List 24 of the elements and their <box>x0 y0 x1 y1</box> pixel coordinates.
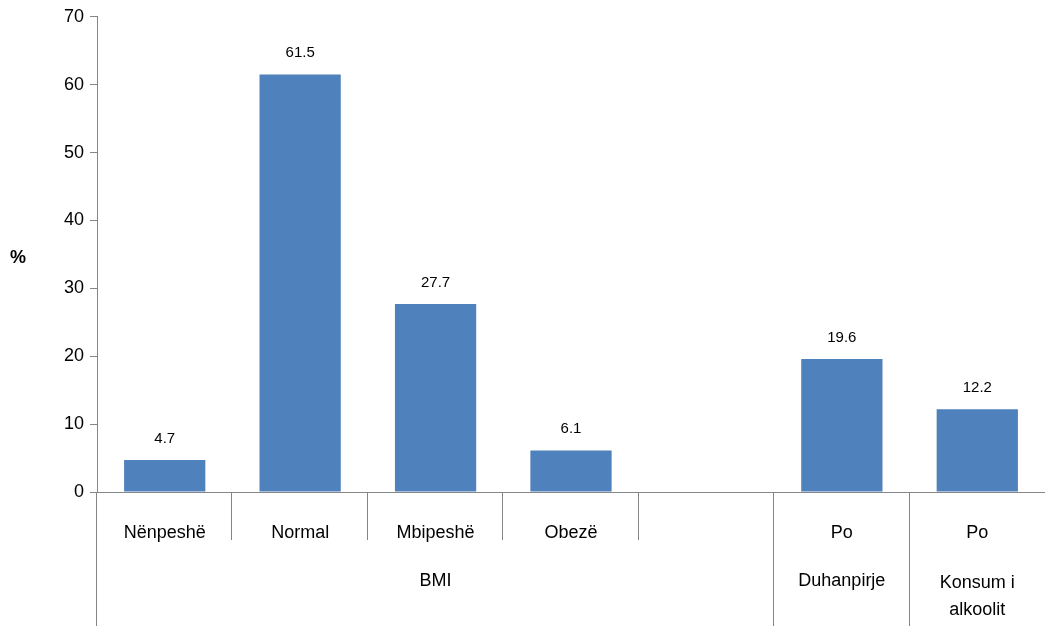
y-tick-label: 30 <box>63 277 84 298</box>
y-axis-title: % <box>9 246 27 267</box>
text: BMI <box>419 569 452 590</box>
data-label: 12.2 <box>962 377 992 395</box>
y-tick-label: 0 <box>73 480 84 501</box>
text: Duhanpirje <box>798 569 886 590</box>
data-label: 61.5 <box>285 43 315 61</box>
y-tick-label: 40 <box>63 209 84 230</box>
y-tick-label: 10 <box>63 413 84 434</box>
data-label: 4.7 <box>154 428 176 446</box>
text: Konsum i alkoolit <box>939 571 1015 619</box>
x-tick-label: Po <box>966 521 989 542</box>
x-tick-label: Obezë <box>544 521 598 542</box>
y-tick-label: 20 <box>63 345 84 366</box>
x-tick-label: Mbipeshë <box>396 521 475 542</box>
data-label: 6.1 <box>560 419 582 437</box>
data-label: 27.7 <box>420 272 451 290</box>
y-tick-label: 60 <box>63 73 84 94</box>
data-label: 19.6 <box>827 327 857 345</box>
x-tick-label: Po <box>830 521 853 542</box>
y-tick-label: 70 <box>63 5 84 26</box>
x-tick-label: Normal <box>271 521 330 542</box>
y-tick-label: 50 <box>63 141 84 162</box>
x-tick-label: Nënpeshë <box>123 521 206 542</box>
